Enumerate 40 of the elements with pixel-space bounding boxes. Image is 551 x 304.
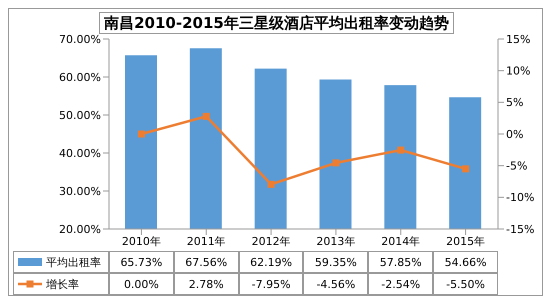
y-tick-label: 20.00% [59, 222, 101, 236]
chart-title: 南昌2010-2015年三星级酒店平均出租率变动趋势 [99, 12, 454, 34]
point [202, 112, 210, 120]
data-label: -4.56% [303, 273, 368, 295]
y-tick-label: 50.00% [59, 108, 101, 122]
data-label: -2.54% [368, 273, 434, 295]
data-label: -7.95% [238, 273, 304, 295]
point [397, 146, 404, 154]
x-tick-label: 2011年 [186, 234, 226, 248]
x-tick-label: 2015年 [446, 234, 486, 248]
x-tick-label: 2010年 [122, 234, 161, 248]
y2-tick-label: -10% [506, 191, 534, 204]
y-tick-label: 70.00% [59, 32, 101, 46]
point [332, 159, 340, 166]
data-label: 2.78% [174, 273, 239, 295]
y2-tick-label: 5% [506, 96, 524, 110]
point [462, 165, 470, 172]
y2-tick-label: -5% [506, 160, 528, 173]
x-tick-label: 2012年 [252, 234, 291, 248]
y2-tick-label: -15% [506, 222, 534, 236]
data-label: 57.85% [368, 251, 434, 273]
y2-tick-label: 10% [506, 64, 530, 78]
data-label: 67.56% [174, 251, 239, 273]
data-label: 0.00% [109, 273, 174, 295]
data-label: 59.35% [303, 251, 368, 273]
legend-label: 增长率 [46, 276, 79, 292]
y-tick-label: 30.00% [59, 184, 101, 198]
legend-label: 平均出租率 [46, 254, 101, 270]
y2-tick-label: 15% [506, 32, 530, 46]
y-tick-label: 40.00% [59, 146, 101, 160]
data-label: 65.73% [109, 251, 174, 273]
data-label: -5.50% [433, 273, 498, 295]
y2-tick-label: 0% [506, 128, 524, 141]
x-tick-label: 2013年 [316, 234, 356, 248]
data-label: 54.66% [433, 251, 498, 273]
data-label: 62.19% [238, 251, 304, 273]
x-tick-label: 2014年 [381, 234, 420, 248]
point [138, 130, 145, 138]
point [268, 180, 275, 188]
y-tick-label: 60.00% [59, 70, 101, 84]
